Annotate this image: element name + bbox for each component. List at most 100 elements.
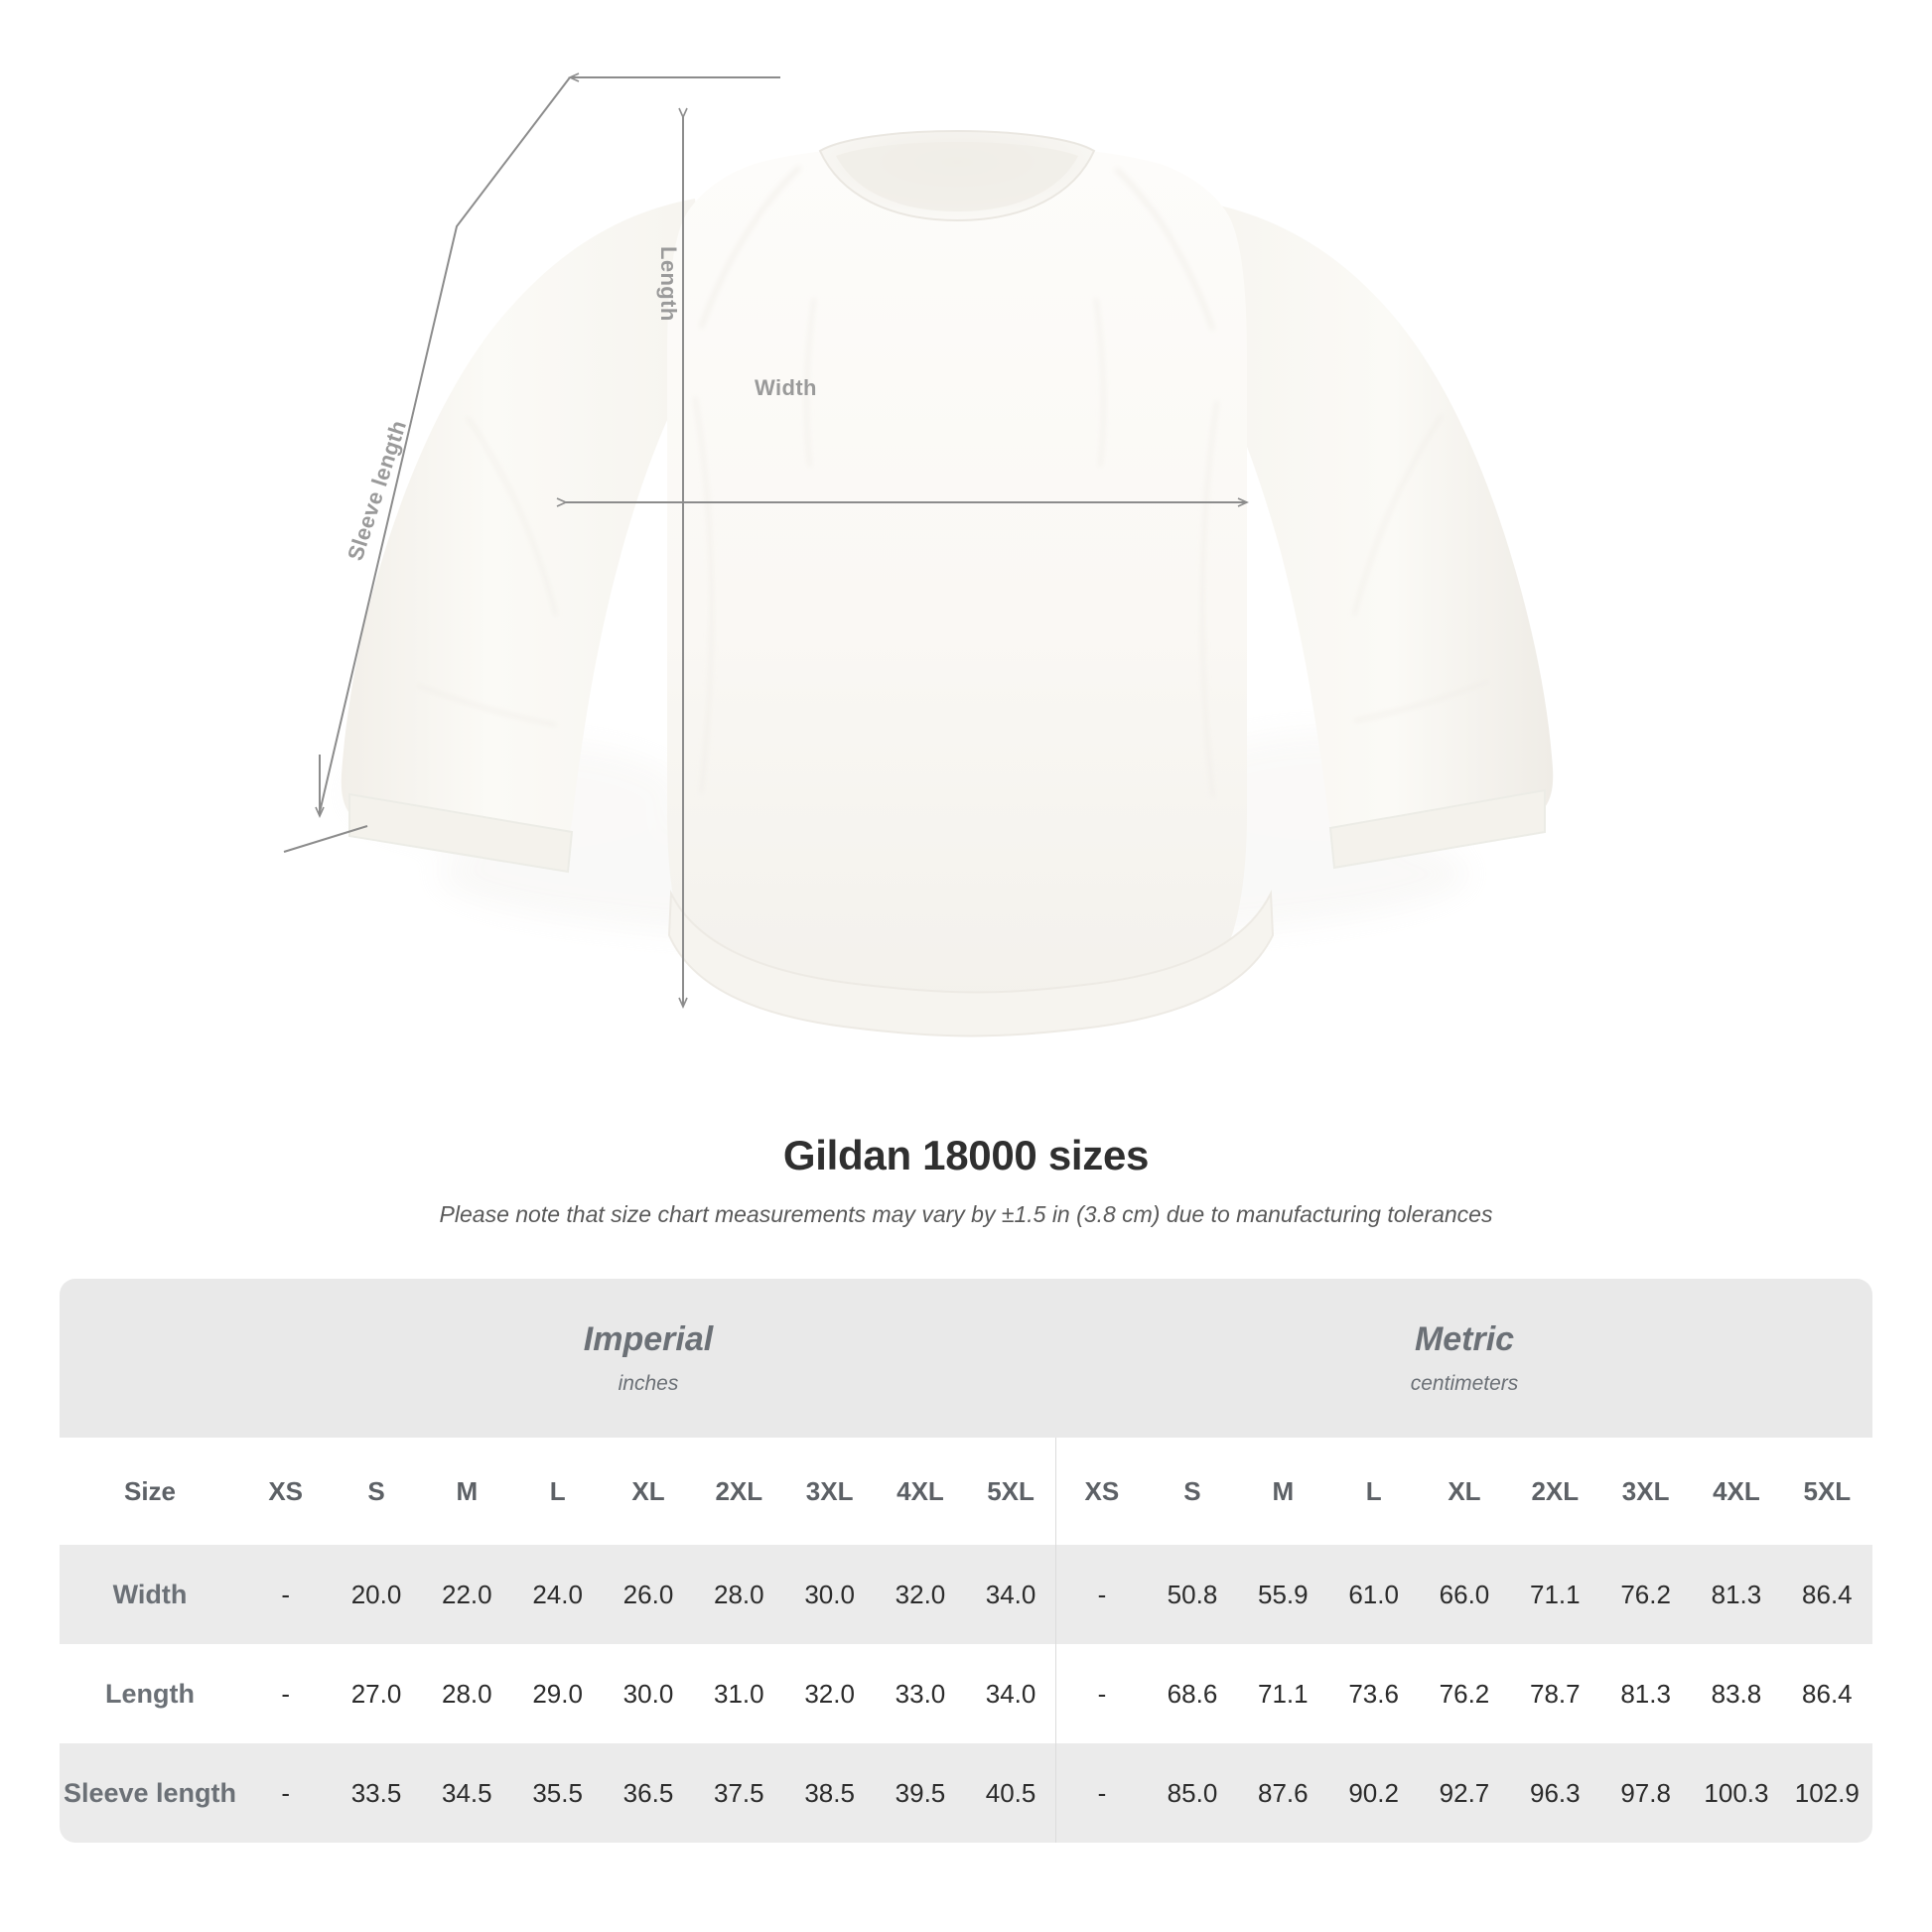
cell-length-imperial-3xl: 32.0 [783, 1644, 876, 1743]
cell-sleeve-length-metric-4xl: 100.3 [1691, 1743, 1782, 1843]
size-header-imperial-l: L [511, 1438, 604, 1545]
collar-inner-shade [836, 142, 1078, 211]
cell-length-metric-xs: - [1055, 1644, 1148, 1743]
cell-width-metric-4xl: 81.3 [1691, 1545, 1782, 1644]
cell-width-imperial-xs: - [240, 1545, 332, 1644]
cell-length-imperial-s: 27.0 [331, 1644, 422, 1743]
cell-sleeve-length-imperial-3xl: 38.5 [783, 1743, 876, 1843]
cell-width-metric-2xl: 71.1 [1509, 1545, 1600, 1644]
length-annotation-label: Length [656, 246, 681, 322]
size-header-metric-3xl: 3XL [1599, 1438, 1692, 1545]
cell-sleeve-length-metric-l: 90.2 [1327, 1743, 1420, 1843]
size-header-imperial-3xl: 3XL [783, 1438, 876, 1545]
cell-width-imperial-3xl: 30.0 [783, 1545, 876, 1644]
row-label-width: Width [60, 1545, 240, 1644]
cell-length-metric-2xl: 78.7 [1509, 1644, 1600, 1743]
cell-sleeve-length-imperial-m: 34.5 [421, 1743, 512, 1843]
unit-row-spacer [60, 1279, 240, 1438]
cell-sleeve-length-imperial-4xl: 39.5 [875, 1743, 966, 1843]
size-header-metric-s: S [1147, 1438, 1238, 1545]
table-row: Width -20.0 22.0 24.0 26.0 28.0 30.0 32.0 34.0-5… [60, 1545, 1873, 1644]
size-header-label: Size [60, 1438, 240, 1545]
cell-length-imperial-4xl: 33.0 [875, 1644, 966, 1743]
cell-sleeve-length-imperial-l: 35.5 [511, 1743, 604, 1843]
cell-length-metric-5xl: 86.4 [1781, 1644, 1873, 1743]
row-label-sleeve-length: Sleeve length [60, 1743, 240, 1843]
unit-group-metric: Metric centimeters [1055, 1279, 1873, 1438]
size-header-imperial-5xl: 5XL [965, 1438, 1057, 1545]
cell-sleeve-length-metric-3xl: 97.8 [1599, 1743, 1692, 1843]
size-header-row: Size XS S M L XL 2XL 3XL 4XL 5XL XS S M L XL 2XL 3XL 4XL 5… [60, 1438, 1873, 1545]
unit-group-name: Imperial [583, 1319, 714, 1358]
shoulder-seam-right [1114, 167, 1215, 331]
cell-width-imperial-5xl: 34.0 [965, 1545, 1057, 1644]
size-header-metric-4xl: 4XL [1691, 1438, 1782, 1545]
cell-width-metric-l: 61.0 [1327, 1545, 1420, 1644]
waistband [667, 890, 1275, 1037]
unit-group-row: Imperial inches Metric centimeters [60, 1279, 1873, 1438]
cuff-right [1328, 788, 1546, 870]
cell-length-imperial-2xl: 31.0 [693, 1644, 784, 1743]
cell-sleeve-length-imperial-2xl: 37.5 [693, 1743, 784, 1843]
cell-length-metric-m: 71.1 [1237, 1644, 1328, 1743]
cell-sleeve-length-imperial-xl: 36.5 [603, 1743, 694, 1843]
sweatshirt-illustration [341, 129, 1554, 1037]
cell-length-imperial-xl: 30.0 [603, 1644, 694, 1743]
size-header-metric-xs: XS [1055, 1438, 1148, 1545]
shoulder-seam-left [699, 165, 802, 329]
cell-width-imperial-4xl: 32.0 [875, 1545, 966, 1644]
fabric-folds [416, 297, 1490, 799]
cuff-left [348, 792, 574, 874]
cell-sleeve-length-metric-m: 87.6 [1237, 1743, 1328, 1843]
cell-length-imperial-5xl: 34.0 [965, 1644, 1057, 1743]
cell-length-imperial-xs: - [240, 1644, 332, 1743]
size-header-metric-5xl: 5XL [1781, 1438, 1873, 1545]
table-row: Length -27.0 28.0 29.0 30.0 31.0 32.0 33.0 34.0-… [60, 1644, 1873, 1743]
product-photo-area: Length Width Sleeve length [283, 72, 1554, 1037]
sleeve-length-line [319, 76, 571, 813]
size-header-imperial-xl: XL [603, 1438, 694, 1545]
cell-width-metric-xs: - [1055, 1545, 1148, 1644]
cell-width-metric-s: 50.8 [1147, 1545, 1238, 1644]
unit-group-unit: centimeters [1410, 1372, 1519, 1396]
cell-width-imperial-2xl: 28.0 [693, 1545, 784, 1644]
right-sleeve [1195, 204, 1554, 851]
cell-width-imperial-l: 24.0 [511, 1545, 604, 1644]
cell-length-metric-3xl: 81.3 [1599, 1644, 1692, 1743]
size-header-imperial-2xl: 2XL [693, 1438, 784, 1545]
cell-sleeve-length-metric-2xl: 96.3 [1509, 1743, 1600, 1843]
cell-width-metric-5xl: 86.4 [1781, 1545, 1873, 1644]
page-title: Gildan 18000 sizes [782, 1132, 1150, 1178]
cell-width-imperial-s: 20.0 [331, 1545, 422, 1644]
cell-width-metric-3xl: 76.2 [1599, 1545, 1692, 1644]
cell-width-metric-m: 55.9 [1237, 1545, 1328, 1644]
size-header-metric-2xl: 2XL [1509, 1438, 1600, 1545]
cell-width-imperial-xl: 26.0 [603, 1545, 694, 1644]
size-header-metric-m: M [1237, 1438, 1328, 1545]
measurement-annotations [283, 72, 1249, 1009]
size-header-metric-l: L [1327, 1438, 1420, 1545]
size-header-imperial-xs: XS [240, 1438, 332, 1545]
sleeve-length-baseline [283, 825, 368, 853]
cell-sleeve-length-imperial-5xl: 40.5 [965, 1743, 1057, 1843]
cell-sleeve-length-imperial-s: 33.5 [331, 1743, 422, 1843]
cell-width-imperial-m: 22.0 [421, 1545, 512, 1644]
size-chart-table: Imperial inches Metric centimeters Size XS S M L… [60, 1279, 1873, 1843]
cell-length-metric-s: 68.6 [1147, 1644, 1238, 1743]
cell-length-metric-l: 73.6 [1327, 1644, 1420, 1743]
unit-group-name: Metric [1414, 1319, 1515, 1358]
cell-width-metric-xl: 66.0 [1419, 1545, 1510, 1644]
size-header-imperial-m: M [421, 1438, 512, 1545]
cell-sleeve-length-metric-xs: - [1055, 1743, 1148, 1843]
cell-length-imperial-l: 29.0 [511, 1644, 604, 1743]
cell-length-metric-xl: 76.2 [1419, 1644, 1510, 1743]
title-block: Gildan 18000 sizes Please note that size… [0, 1132, 1932, 1228]
width-annotation-label: Width [755, 375, 817, 400]
unit-group-unit: inches [618, 1372, 679, 1396]
size-header-imperial-s: S [331, 1438, 422, 1545]
page-subtitle: Please note that size chart measurements… [439, 1201, 1493, 1227]
cell-length-imperial-m: 28.0 [421, 1644, 512, 1743]
cell-sleeve-length-imperial-xs: - [240, 1743, 332, 1843]
table-row: Sleeve length -33.5 34.5 35.5 36.5 37.5 38.5 39… [60, 1743, 1873, 1843]
size-header-metric-xl: XL [1419, 1438, 1510, 1545]
